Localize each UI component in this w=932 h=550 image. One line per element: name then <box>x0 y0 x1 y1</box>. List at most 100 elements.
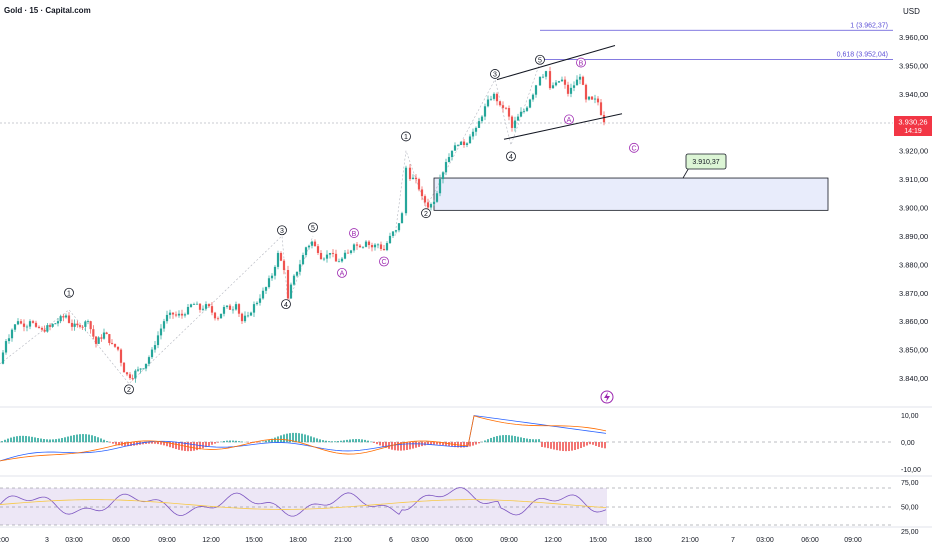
candle-body[interactable] <box>234 304 238 310</box>
candle-body[interactable] <box>423 196 427 203</box>
candle-body[interactable] <box>67 315 71 323</box>
candle-body[interactable] <box>504 107 508 109</box>
candle-body[interactable] <box>122 362 126 373</box>
candle-body[interactable] <box>156 335 160 346</box>
candle-body[interactable] <box>429 204 433 208</box>
candle-body[interactable] <box>78 325 82 327</box>
candle-body[interactable] <box>76 323 79 326</box>
candle-body[interactable] <box>81 326 84 328</box>
candle-body[interactable] <box>513 120 517 128</box>
candle-body[interactable] <box>186 306 190 315</box>
rsi-pane[interactable] <box>0 487 607 517</box>
candle-body[interactable] <box>136 369 140 371</box>
candle-body[interactable] <box>162 321 166 329</box>
candle-body[interactable] <box>84 321 87 327</box>
candle-body[interactable] <box>438 179 442 194</box>
candle-body[interactable] <box>516 116 520 121</box>
candle-body[interactable] <box>204 304 208 309</box>
candle-body[interactable] <box>408 167 412 180</box>
candles[interactable] <box>1 66 606 383</box>
candle-body[interactable] <box>501 105 505 108</box>
macd-signal-line[interactable] <box>0 415 607 462</box>
candle-body[interactable] <box>210 306 214 313</box>
candle-body[interactable] <box>519 111 523 117</box>
candle-body[interactable] <box>168 312 172 315</box>
candle-body[interactable] <box>286 270 290 299</box>
candle-body[interactable] <box>370 245 374 248</box>
candle-body[interactable] <box>578 76 582 80</box>
candle-body[interactable] <box>376 244 380 246</box>
candle-body[interactable] <box>304 247 308 256</box>
macd-line[interactable] <box>0 415 607 462</box>
candle-body[interactable] <box>246 315 250 317</box>
candle-body[interactable] <box>373 244 377 248</box>
candle-body[interactable] <box>298 264 302 272</box>
candle-body[interactable] <box>495 93 499 102</box>
candle-body[interactable] <box>150 349 154 358</box>
candle-body[interactable] <box>385 243 389 251</box>
candle-body[interactable] <box>51 323 54 327</box>
candle-body[interactable] <box>548 71 552 89</box>
candle-body[interactable] <box>40 327 44 330</box>
candle-body[interactable] <box>125 372 129 375</box>
candle-body[interactable] <box>349 250 353 253</box>
candle-body[interactable] <box>243 315 247 322</box>
candle-body[interactable] <box>307 245 311 248</box>
candle-body[interactable] <box>228 305 232 310</box>
candle-body[interactable] <box>289 284 293 299</box>
candle-body[interactable] <box>1 352 5 364</box>
candle-body[interactable] <box>575 79 579 86</box>
candle-body[interactable] <box>64 315 68 318</box>
candle-body[interactable] <box>462 141 466 145</box>
candle-body[interactable] <box>394 230 398 232</box>
candle-body[interactable] <box>216 318 220 320</box>
candle-body[interactable] <box>249 312 253 316</box>
candle-body[interactable] <box>276 252 280 267</box>
candle-body[interactable] <box>541 76 545 78</box>
candle-body[interactable] <box>584 84 588 100</box>
candle-body[interactable] <box>7 338 11 342</box>
candle-body[interactable] <box>189 304 193 307</box>
candle-body[interactable] <box>46 325 49 332</box>
candle-body[interactable] <box>444 162 448 173</box>
candle-body[interactable] <box>62 316 65 318</box>
candle-body[interactable] <box>367 241 371 246</box>
candle-body[interactable] <box>313 241 317 247</box>
candle-body[interactable] <box>453 145 457 151</box>
candle-body[interactable] <box>31 321 35 323</box>
candle-body[interactable] <box>97 337 100 344</box>
candle-body[interactable] <box>213 312 217 319</box>
candle-body[interactable] <box>587 96 591 100</box>
candle-body[interactable] <box>219 313 223 319</box>
candle-body[interactable] <box>325 254 329 259</box>
candle-body[interactable] <box>108 334 111 343</box>
candle-body[interactable] <box>602 115 606 123</box>
candle-body[interactable] <box>119 349 123 363</box>
candle-body[interactable] <box>273 266 277 276</box>
candle-body[interactable] <box>522 110 526 112</box>
candle-body[interactable] <box>142 368 145 370</box>
candle-body[interactable] <box>400 213 404 224</box>
candle-body[interactable] <box>198 303 202 310</box>
demand-zone-box[interactable] <box>433 177 829 211</box>
candle-body[interactable] <box>596 98 600 103</box>
candle-body[interactable] <box>417 179 421 190</box>
candle-body[interactable] <box>388 235 392 244</box>
candle-body[interactable] <box>37 326 41 328</box>
candle-body[interactable] <box>465 143 469 145</box>
candle-body[interactable] <box>255 302 259 305</box>
candle-body[interactable] <box>258 298 262 303</box>
candle-body[interactable] <box>86 321 90 322</box>
candle-body[interactable] <box>70 322 74 327</box>
candle-body[interactable] <box>343 252 347 259</box>
candle-body[interactable] <box>295 271 299 276</box>
candle-body[interactable] <box>177 313 181 316</box>
candle-body[interactable] <box>456 144 460 146</box>
candle-body[interactable] <box>525 107 529 111</box>
lightning-icon[interactable] <box>600 390 614 404</box>
candle-body[interactable] <box>531 94 535 100</box>
candle-body[interactable] <box>240 313 244 322</box>
candle-body[interactable] <box>486 99 490 107</box>
candle-body[interactable] <box>477 121 481 128</box>
candle-body[interactable] <box>13 324 17 330</box>
